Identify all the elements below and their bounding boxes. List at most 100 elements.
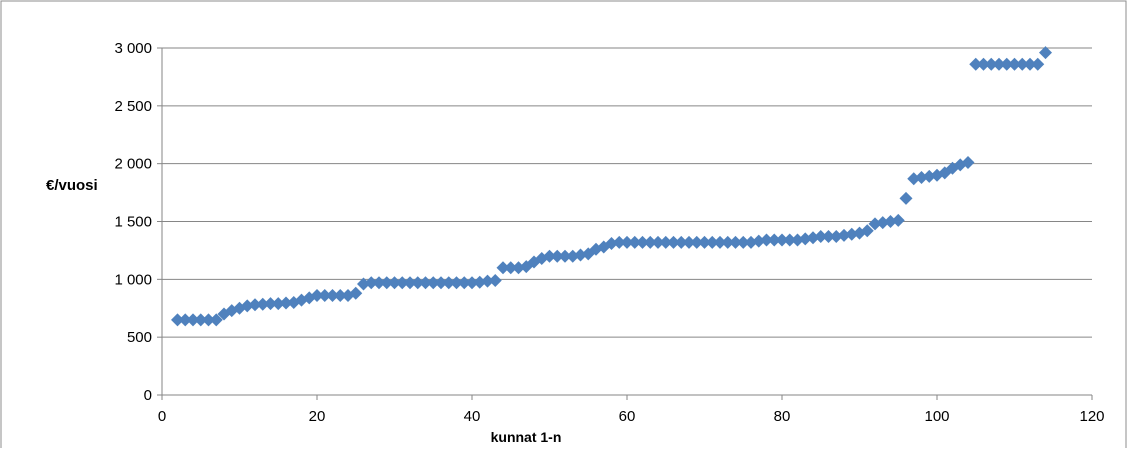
data-point: [643, 235, 657, 249]
y-axis-label: €/vuosi: [46, 177, 98, 194]
data-point: [574, 248, 587, 262]
data-point: [1015, 57, 1029, 71]
data-point: [264, 297, 277, 311]
data-point: [364, 276, 378, 290]
data-point: [1039, 46, 1052, 60]
data-point: [605, 236, 618, 250]
data-point: [488, 273, 502, 287]
data-point: [426, 276, 440, 290]
data-point: [961, 156, 975, 170]
data-point: [791, 233, 804, 247]
data-point: [783, 233, 797, 247]
data-point: [837, 228, 851, 242]
x-axis-label: kunnat 1-n: [491, 429, 562, 445]
data-point: [620, 235, 634, 249]
data-point: [473, 275, 487, 289]
data-point: [628, 235, 642, 249]
data-point: [256, 297, 270, 311]
data-point: [884, 215, 897, 228]
x-tick-label: 0: [158, 408, 166, 425]
x-tick-label: 80: [774, 408, 791, 425]
data-point: [1008, 57, 1021, 71]
data-point: [395, 276, 409, 290]
data-point: [922, 169, 936, 183]
data-point: [860, 224, 874, 238]
data-point: [822, 230, 835, 244]
data-point: [333, 289, 347, 303]
data-point: [326, 289, 339, 303]
x-tick-label: 40: [464, 408, 481, 425]
axes: [157, 47, 1093, 400]
x-tick-label: 120: [1079, 408, 1104, 425]
data-point: [279, 296, 293, 310]
y-tick-label: 3 000: [114, 40, 152, 57]
data-point: [380, 276, 394, 290]
data-point: [1023, 57, 1037, 71]
data-points: [171, 46, 1052, 327]
data-point: [636, 235, 649, 249]
data-point: [481, 274, 494, 288]
data-point: [798, 232, 812, 246]
data-point: [806, 231, 820, 245]
data-point: [178, 313, 192, 327]
data-point: [419, 276, 432, 290]
data-point: [543, 249, 556, 263]
data-point: [457, 276, 471, 290]
data-point: [682, 235, 696, 249]
data-point: [240, 299, 254, 313]
data-point: [372, 276, 386, 290]
data-point: [1000, 57, 1014, 71]
data-point: [194, 313, 208, 327]
data-point: [845, 227, 859, 241]
data-point: [512, 261, 525, 275]
data-point: [667, 235, 680, 249]
data-point: [403, 276, 417, 290]
data-point: [442, 276, 456, 290]
x-tick-label: 100: [924, 408, 949, 425]
data-point: [674, 235, 688, 249]
data-point: [891, 213, 905, 227]
x-tick-label: 20: [309, 408, 326, 425]
data-point: [496, 261, 510, 275]
data-point: [915, 171, 928, 185]
y-tick-label: 1 000: [114, 271, 152, 288]
data-point: [829, 230, 843, 244]
data-point: [705, 235, 719, 249]
x-tick-label: 60: [619, 408, 636, 425]
data-point: [752, 234, 766, 248]
data-point: [550, 249, 564, 263]
data-point: [504, 261, 518, 275]
data-point: [202, 313, 215, 327]
data-point: [651, 235, 665, 249]
tick-labels: 0 500 1 000 1 500 2 000 2 500 3 000 0 20 40 60 80 10…: [114, 40, 1104, 425]
data-point: [977, 57, 990, 71]
data-point: [558, 249, 572, 263]
data-point: [349, 286, 363, 300]
data-point: [310, 289, 324, 303]
y-tick-label: 2 000: [114, 156, 152, 173]
data-point: [411, 276, 425, 290]
data-point: [209, 313, 223, 327]
data-point: [450, 276, 463, 290]
data-point: [248, 298, 262, 312]
data-point: [698, 235, 711, 249]
y-tick-label: 0: [144, 387, 152, 404]
data-point: [713, 235, 727, 249]
data-point: [760, 233, 773, 247]
data-point: [271, 297, 285, 311]
data-point: [690, 235, 704, 249]
data-point: [744, 235, 758, 249]
data-point: [357, 277, 370, 291]
data-point: [612, 235, 626, 249]
gridlines: [162, 47, 1092, 338]
data-point: [434, 276, 448, 290]
data-point: [1031, 57, 1045, 71]
data-point: [659, 235, 673, 249]
data-point: [868, 217, 882, 231]
data-point: [388, 276, 401, 290]
data-point: [186, 313, 200, 327]
data-point: [729, 235, 742, 249]
data-point: [899, 191, 913, 205]
data-point: [736, 235, 750, 249]
